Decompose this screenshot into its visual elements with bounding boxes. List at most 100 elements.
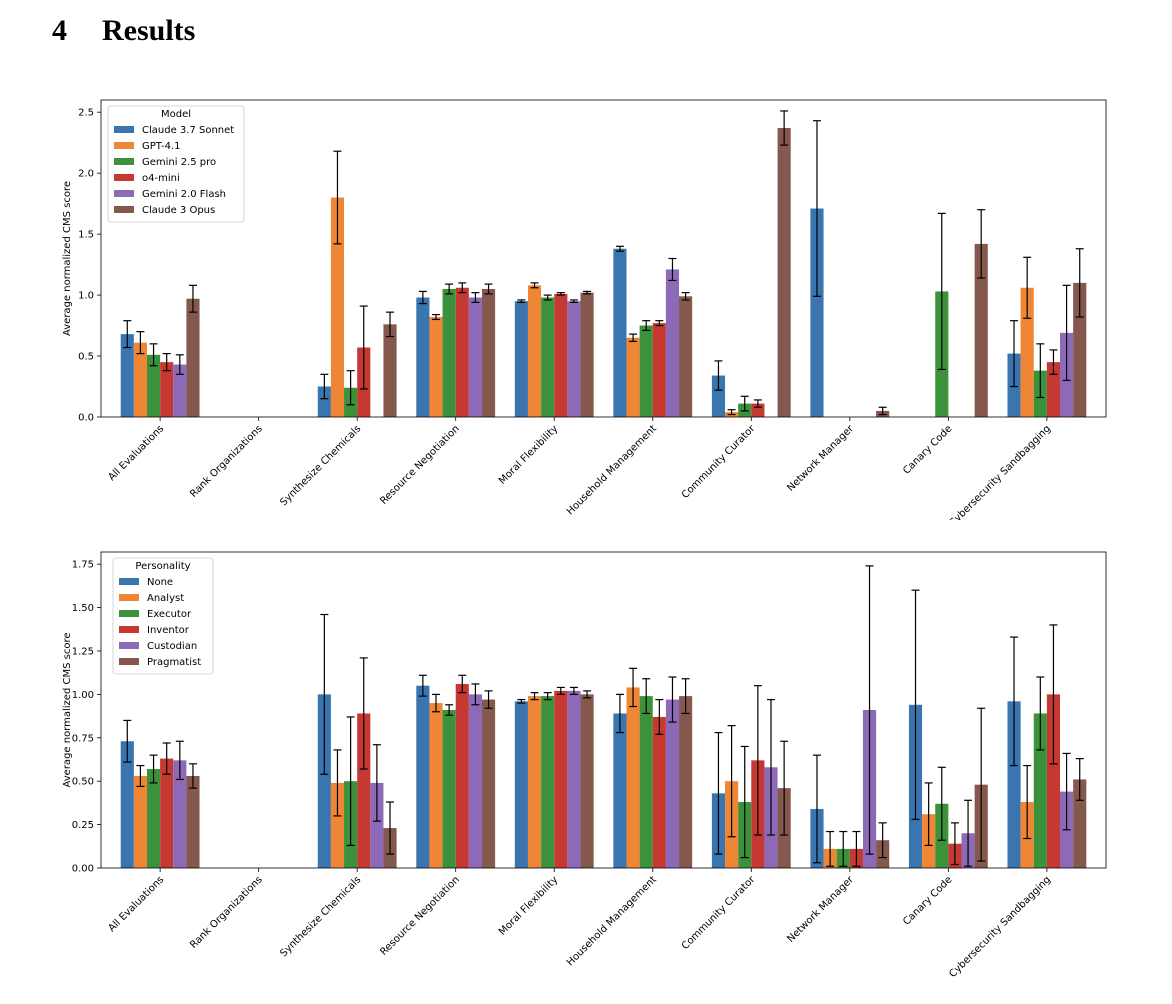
y-tick-label: 0.75 — [72, 733, 94, 744]
bar — [455, 287, 469, 417]
plot-frame — [100, 99, 1107, 418]
bar — [711, 375, 726, 417]
x-tick-label: Cybersecurity Sandbagging — [947, 423, 1053, 520]
bar — [442, 710, 456, 868]
x-tick-label: Resource Negotiation — [378, 423, 462, 507]
x-tick-label: Community Curator — [680, 423, 758, 501]
bar — [626, 337, 640, 417]
bar — [481, 288, 496, 417]
legend-swatch — [119, 642, 139, 649]
legend-swatch — [114, 190, 134, 197]
y-tick-label: 1.0 — [78, 291, 94, 302]
x-tick-label: Cybersecurity Sandbagging — [947, 874, 1053, 980]
y-tick-label: 0.50 — [72, 777, 94, 788]
legend-swatch — [119, 578, 139, 585]
x-tick-label: Moral Flexibility — [497, 874, 560, 937]
legend-label: Gemini 2.5 pro — [142, 157, 216, 168]
bar — [1020, 287, 1034, 417]
bar — [442, 288, 456, 417]
y-tick-label: 1.00 — [72, 690, 94, 701]
bar — [383, 324, 397, 417]
bar — [120, 741, 134, 868]
bar — [974, 243, 988, 417]
bar — [416, 685, 430, 868]
legend-swatch — [119, 594, 139, 601]
bar — [652, 323, 666, 417]
bar — [652, 716, 666, 868]
bar — [429, 703, 443, 868]
bar — [160, 362, 174, 417]
y-tick-label: 1.5 — [78, 230, 94, 241]
y-tick-label: 2.0 — [78, 169, 94, 180]
x-tick-label: All Evaluations — [106, 423, 166, 483]
legend-label: Inventor — [147, 625, 190, 636]
legend-swatch — [114, 158, 134, 165]
x-tick-label: All Evaluations — [106, 874, 166, 934]
bar — [626, 687, 640, 868]
x-tick-label: Resource Negotiation — [378, 874, 462, 958]
bar — [146, 354, 161, 417]
bar — [455, 683, 469, 868]
bar — [1007, 701, 1021, 868]
bar — [613, 248, 627, 417]
y-tick-label: 1.50 — [72, 603, 94, 614]
legend-label: Custodian — [147, 641, 197, 652]
plot-frame — [100, 551, 1107, 869]
x-tick-label: Household Management — [565, 423, 659, 517]
bar — [665, 269, 680, 417]
bar — [317, 694, 331, 868]
bar — [514, 301, 528, 417]
legend-box — [107, 105, 245, 223]
bar — [330, 197, 345, 417]
bar — [554, 293, 568, 417]
legend-label: Gemini 2.0 Flash — [142, 189, 226, 200]
legend-label: Analyst — [147, 593, 184, 604]
section-title: Results — [102, 14, 196, 47]
section-heading: 4 Results — [52, 14, 195, 48]
y-tick-label: 0.00 — [72, 864, 94, 875]
legend-label: GPT-4.1 — [142, 141, 180, 152]
bar — [613, 713, 627, 868]
bar — [186, 775, 200, 868]
legend-swatch — [119, 626, 139, 633]
x-tick-label: Community Curator — [680, 874, 758, 952]
bar — [173, 760, 187, 868]
legend-swatch — [119, 610, 139, 617]
bar — [173, 364, 187, 417]
bar — [468, 694, 482, 868]
bar — [679, 296, 693, 417]
y-tick-label: 0.5 — [78, 352, 94, 363]
legend-label: o4-mini — [142, 173, 180, 184]
y-tick-label: 2.5 — [78, 108, 94, 119]
bar — [527, 696, 542, 868]
x-tick-label: Network Manager — [785, 874, 856, 945]
bar — [370, 782, 384, 868]
legend-swatch — [114, 126, 134, 133]
x-tick-label: Rank Organizations — [188, 874, 265, 951]
chart-personality: Average normalized CMS score 0.00 0.25 0.50… — [62, 551, 1107, 980]
bar — [554, 690, 568, 868]
bar — [120, 334, 134, 417]
bar — [330, 782, 345, 868]
legend-swatch — [119, 658, 139, 665]
chart-model: Average normalized CMS score 0.0 0.5 1.0 1.5… — [62, 99, 1107, 520]
bar — [317, 386, 331, 417]
y-tick-label: 0.25 — [72, 820, 94, 831]
legend-label: Pragmatist — [147, 657, 201, 668]
section-number: 4 — [52, 14, 67, 47]
x-tick-label: Synthesize Chemicals — [278, 874, 363, 959]
legend-title: Model — [161, 109, 191, 120]
x-tick-label: Canary Code — [901, 423, 954, 476]
bar — [567, 301, 581, 417]
bar — [416, 297, 430, 417]
bar — [357, 713, 371, 868]
bar — [133, 342, 147, 417]
bar — [468, 297, 482, 417]
bar — [541, 297, 555, 417]
legend-label: Claude 3.7 Sonnet — [142, 125, 234, 136]
bar — [567, 690, 581, 868]
bar — [1073, 779, 1087, 868]
legend-title: Personality — [135, 561, 190, 572]
bar — [810, 208, 824, 417]
bar — [580, 694, 594, 868]
